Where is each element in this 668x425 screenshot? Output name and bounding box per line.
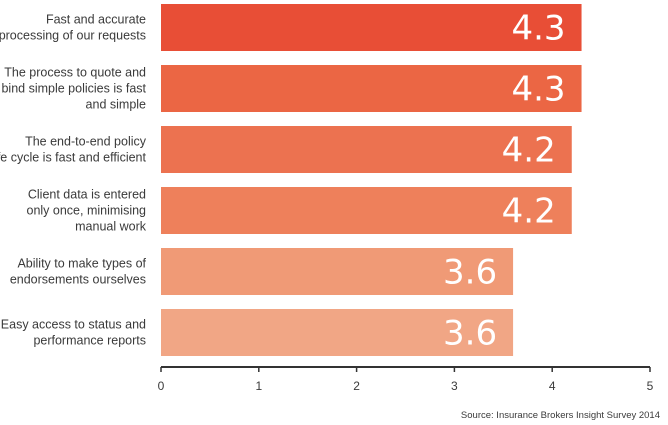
category-label-3: The end-to-end policy life cycle is fast … <box>0 135 147 165</box>
category-label-1: Fast and accurate processing of our reque… <box>0 13 146 43</box>
source-note: Source: Insurance Brokers Insight Survey… <box>461 410 660 421</box>
x-tick-label-2: 2 <box>353 379 360 393</box>
x-tick-label-4: 4 <box>549 379 556 393</box>
category-label-6: Easy access to status and performance rep… <box>1 318 146 348</box>
bar-value-label-4: 4.2 <box>502 192 556 232</box>
x-tick-label-0: 0 <box>158 379 165 393</box>
value-labels-group: 4.34.34.24.23.63.6 <box>443 9 566 354</box>
bar-value-label-1: 4.3 <box>511 9 565 49</box>
bar-2 <box>161 65 582 112</box>
bar-value-label-5: 3.6 <box>443 253 497 293</box>
x-tick-label-1: 1 <box>255 379 262 393</box>
bar-3 <box>161 126 572 173</box>
bar-value-label-2: 4.3 <box>511 70 565 110</box>
bar-value-label-6: 3.6 <box>443 314 497 354</box>
x-axis: 0 1 2 3 4 5 <box>158 366 654 393</box>
category-labels-group: Fast and accurate processing of our reque… <box>0 13 147 348</box>
category-label-4: Client data is entered only once, minimis… <box>27 188 147 234</box>
category-label-5: Ability to make types of endorsements our… <box>10 257 147 287</box>
bar-4 <box>161 187 572 234</box>
category-label-2: The process to quote and bind simple poli… <box>1 66 146 112</box>
bars-group <box>161 4 582 356</box>
bar-5 <box>161 248 514 295</box>
bar-1 <box>161 4 582 51</box>
x-tick-label-5: 5 <box>647 379 654 393</box>
bar-6 <box>161 309 514 356</box>
bar-value-label-3: 4.2 <box>502 131 556 171</box>
x-tick-label-3: 3 <box>451 379 458 393</box>
